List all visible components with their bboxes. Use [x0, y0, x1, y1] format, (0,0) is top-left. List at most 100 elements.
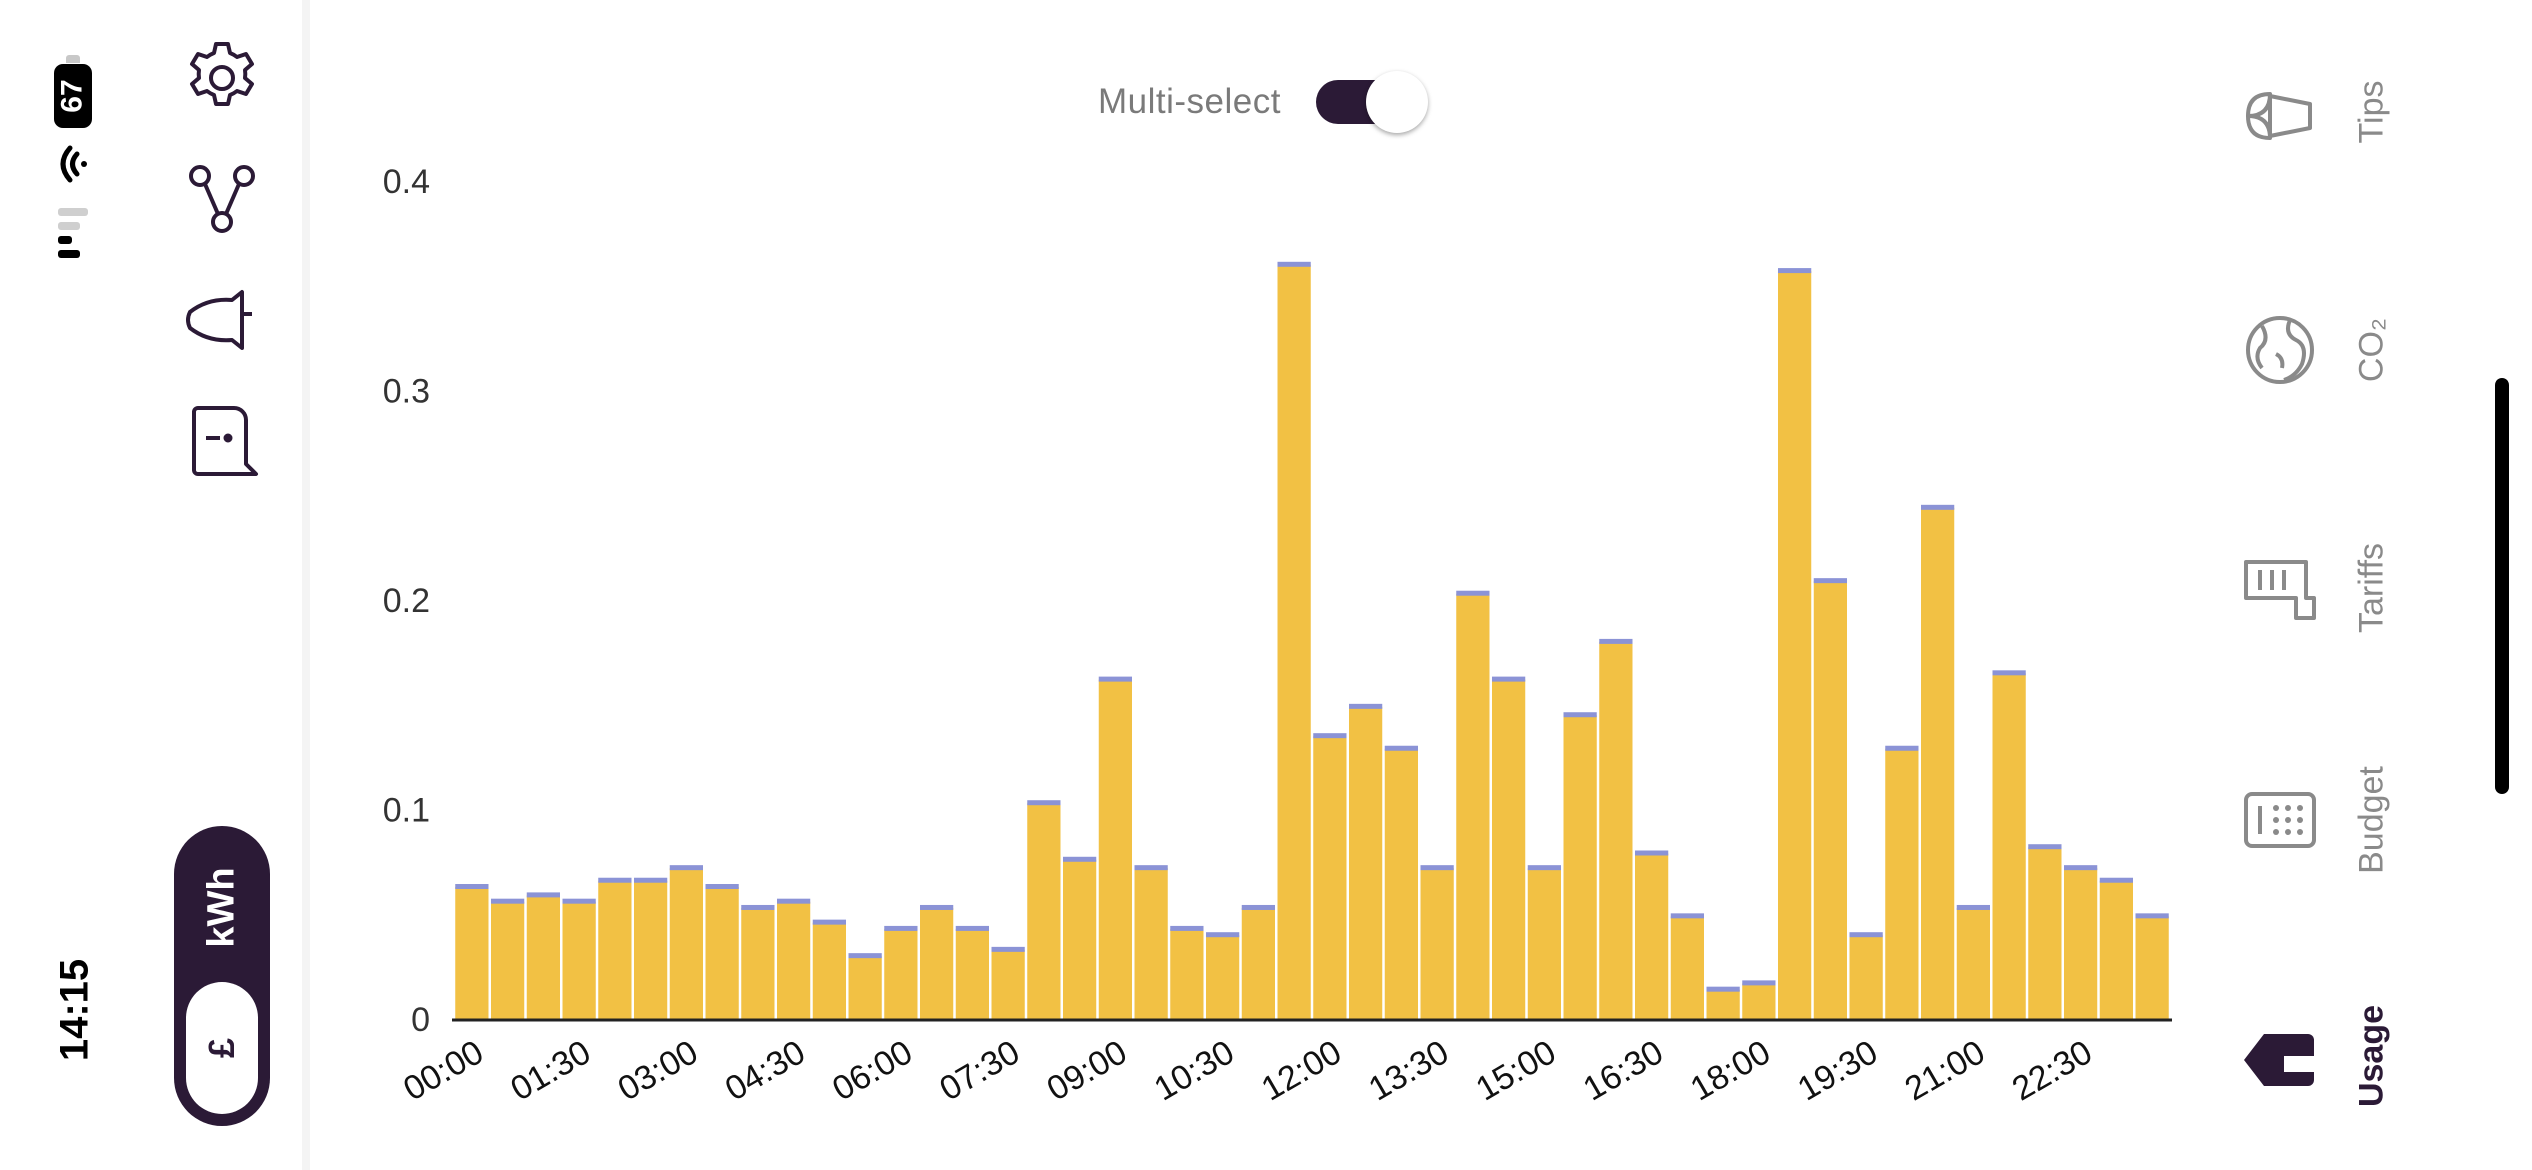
usage-bar — [1813, 581, 1847, 1019]
usage-bar — [812, 922, 846, 1019]
usage-bar-cap — [955, 925, 989, 931]
y-tick-label: 0.2 — [383, 582, 430, 620]
usage-bar — [884, 928, 918, 1019]
notification-bell-icon[interactable] — [180, 278, 264, 362]
usage-bar-cap — [1134, 865, 1168, 871]
usage-bar — [562, 901, 596, 1019]
tab-usage-label: Usage — [2352, 1004, 2391, 1108]
usage-bar — [1563, 715, 1597, 1019]
usage-bar-cap — [1599, 638, 1633, 644]
multi-select-knob[interactable] — [1366, 71, 1428, 133]
battery-level: 67 — [56, 79, 89, 113]
share-icon[interactable] — [180, 156, 264, 240]
usage-bar-cap — [920, 904, 954, 910]
status-bar: 67 14:15 — [0, 0, 140, 1170]
usage-bar — [1170, 928, 1204, 1019]
usage-bar — [1027, 803, 1061, 1019]
usage-bar — [2135, 916, 2169, 1019]
usage-bar — [1420, 868, 1454, 1019]
usage-bar — [526, 895, 560, 1019]
usage-bar-cap — [812, 919, 846, 925]
usage-bar-cap — [1956, 904, 1990, 910]
usage-bar — [2064, 868, 2098, 1019]
usage-bar — [1456, 593, 1490, 1019]
usage-bar-cap — [526, 892, 560, 898]
multi-select-label: Multi-select — [1098, 82, 1281, 121]
tab-tariffs[interactable] — [2240, 528, 2400, 648]
x-tick-label: 15:00 — [1470, 1033, 1563, 1108]
usage-bar-cap — [1277, 261, 1311, 267]
usage-bar — [1599, 641, 1633, 1019]
tab-co2-label: CO₂ — [2352, 317, 2391, 383]
usage-bar-cap — [705, 884, 739, 890]
usage-bar-cap — [1349, 703, 1383, 709]
x-tick-label: 03:00 — [612, 1033, 705, 1108]
usage-bar — [1063, 859, 1097, 1019]
usage-bar-cap — [1384, 745, 1418, 751]
usage-bar-cap — [1849, 932, 1883, 938]
usage-bar — [1313, 736, 1347, 1019]
usage-bar-cap — [1742, 980, 1776, 986]
usage-bar-chart: 0 0.1 0.2 0.3 0.4 00:00 01:30 03:00 04:30 06:00 07… — [383, 163, 2172, 1108]
tab-co2[interactable] — [2240, 290, 2400, 410]
usage-bar-cap — [2099, 877, 2133, 883]
usage-bar — [955, 928, 989, 1019]
cellular-signal-icon — [58, 208, 88, 258]
usage-bar — [741, 907, 775, 1019]
usage-bar — [1778, 271, 1812, 1020]
usage-bar — [1670, 916, 1704, 1019]
tab-usage[interactable] — [2240, 1000, 2400, 1120]
usage-bar-cap — [777, 898, 811, 904]
x-tick-label: 13:30 — [1362, 1033, 1455, 1108]
unit-option-kwh[interactable]: kWh — [200, 866, 243, 948]
settings-icon[interactable] — [180, 36, 264, 120]
usage-icon — [2244, 1034, 2316, 1086]
usage-bar-cap — [491, 898, 525, 904]
budget-icon — [2244, 792, 2316, 848]
tab-budget[interactable] — [2240, 760, 2400, 880]
scrollbar[interactable] — [2495, 378, 2509, 794]
x-tick-label: 18:00 — [1684, 1033, 1777, 1108]
usage-bar-cap — [1241, 904, 1275, 910]
feedback-icon[interactable] — [180, 398, 264, 482]
usage-bar-cap — [991, 946, 1025, 952]
usage-bar-cap — [884, 925, 918, 931]
y-tick-label: 0.1 — [383, 792, 430, 830]
usage-bar-cap — [1027, 800, 1061, 806]
usage-bar-cap — [1706, 986, 1740, 992]
wifi-icon — [60, 145, 87, 183]
tab-tips-label: Tips — [2352, 80, 2391, 144]
usage-bar-cap — [2028, 844, 2062, 850]
usage-bar-cap — [1170, 925, 1204, 931]
x-tick-label: 12:00 — [1255, 1033, 1348, 1108]
globe-icon — [2246, 316, 2314, 384]
usage-bar — [705, 887, 739, 1019]
usage-bar-cap — [1635, 850, 1669, 856]
x-tick-label: 04:30 — [719, 1033, 812, 1108]
y-tick-label: 0.3 — [383, 373, 430, 411]
x-tick-label: 09:00 — [1041, 1033, 1134, 1108]
usage-bar-cap — [1456, 590, 1490, 596]
usage-bar — [491, 901, 525, 1019]
usage-bar-cap — [634, 877, 668, 883]
usage-bar — [1921, 507, 1955, 1019]
usage-bar — [1885, 748, 1919, 1019]
usage-bar — [920, 907, 954, 1019]
usage-bar — [1349, 706, 1383, 1019]
x-tick-label: 10:30 — [1148, 1033, 1241, 1108]
usage-bar — [598, 880, 632, 1019]
battery-cap — [66, 55, 80, 63]
usage-bar — [1635, 853, 1669, 1019]
usage-bar-cap — [1063, 856, 1097, 862]
usage-bar-cap — [848, 953, 882, 959]
x-tick-label: 07:30 — [933, 1033, 1026, 1108]
x-tick-label: 00:00 — [397, 1033, 490, 1108]
usage-bar — [1098, 679, 1132, 1019]
unit-toggle[interactable]: kWh £ — [174, 826, 270, 1126]
usage-bar-cap — [1492, 676, 1526, 682]
usage-bar-cap — [2135, 913, 2169, 919]
usage-bar-cap — [1992, 670, 2026, 676]
unit-option-gbp[interactable]: £ — [186, 982, 258, 1114]
tab-tips[interactable] — [2240, 56, 2400, 176]
battery-icon: 67 — [54, 64, 92, 128]
